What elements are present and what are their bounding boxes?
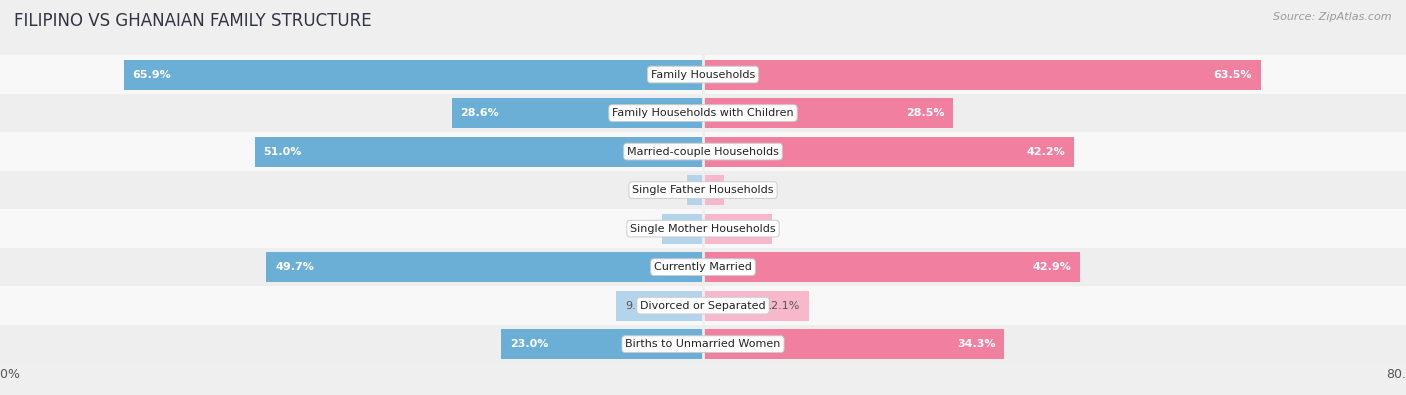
Text: 42.2%: 42.2% xyxy=(1026,147,1066,156)
Bar xyxy=(703,60,1261,90)
Bar xyxy=(688,175,703,205)
Bar xyxy=(0,132,1406,171)
Text: 28.6%: 28.6% xyxy=(461,108,499,118)
Text: 7.8%: 7.8% xyxy=(734,224,762,233)
Text: 12.1%: 12.1% xyxy=(765,301,800,310)
Bar xyxy=(0,248,1406,286)
Bar xyxy=(0,209,1406,248)
Bar xyxy=(501,329,703,359)
Bar xyxy=(703,329,1004,359)
Bar xyxy=(0,171,1406,209)
Text: 23.0%: 23.0% xyxy=(510,339,548,349)
Text: Married-couple Households: Married-couple Households xyxy=(627,147,779,156)
Text: 4.7%: 4.7% xyxy=(671,224,699,233)
Text: Source: ZipAtlas.com: Source: ZipAtlas.com xyxy=(1274,12,1392,22)
Bar xyxy=(0,325,1406,363)
Text: 9.9%: 9.9% xyxy=(624,301,654,310)
Bar xyxy=(266,252,703,282)
Bar xyxy=(703,137,1074,167)
Bar xyxy=(254,137,703,167)
Text: Single Father Households: Single Father Households xyxy=(633,185,773,195)
Text: 2.4%: 2.4% xyxy=(686,185,716,195)
Bar xyxy=(0,55,1406,94)
Text: 49.7%: 49.7% xyxy=(276,262,314,272)
Text: Divorced or Separated: Divorced or Separated xyxy=(640,301,766,310)
Bar xyxy=(703,214,772,244)
Bar xyxy=(616,291,703,321)
Text: 28.5%: 28.5% xyxy=(905,108,945,118)
Text: Single Mother Households: Single Mother Households xyxy=(630,224,776,233)
Bar xyxy=(703,175,724,205)
Text: 63.5%: 63.5% xyxy=(1213,70,1253,79)
Text: 34.3%: 34.3% xyxy=(957,339,995,349)
Text: 51.0%: 51.0% xyxy=(264,147,302,156)
Text: FILIPINO VS GHANAIAN FAMILY STRUCTURE: FILIPINO VS GHANAIAN FAMILY STRUCTURE xyxy=(14,12,371,30)
Bar xyxy=(703,252,1080,282)
Text: 42.9%: 42.9% xyxy=(1032,262,1071,272)
Text: 65.9%: 65.9% xyxy=(132,70,172,79)
Bar xyxy=(703,98,953,128)
Bar xyxy=(451,98,703,128)
Bar xyxy=(124,60,703,90)
Bar xyxy=(0,286,1406,325)
Text: 1.8%: 1.8% xyxy=(696,185,724,195)
Text: Family Households: Family Households xyxy=(651,70,755,79)
Bar xyxy=(662,214,703,244)
Bar xyxy=(703,291,810,321)
Text: Family Households with Children: Family Households with Children xyxy=(612,108,794,118)
Bar xyxy=(0,94,1406,132)
Text: Currently Married: Currently Married xyxy=(654,262,752,272)
Text: Births to Unmarried Women: Births to Unmarried Women xyxy=(626,339,780,349)
